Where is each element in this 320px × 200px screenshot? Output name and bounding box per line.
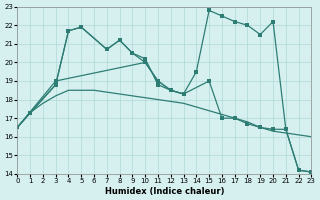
X-axis label: Humidex (Indice chaleur): Humidex (Indice chaleur) <box>105 187 224 196</box>
